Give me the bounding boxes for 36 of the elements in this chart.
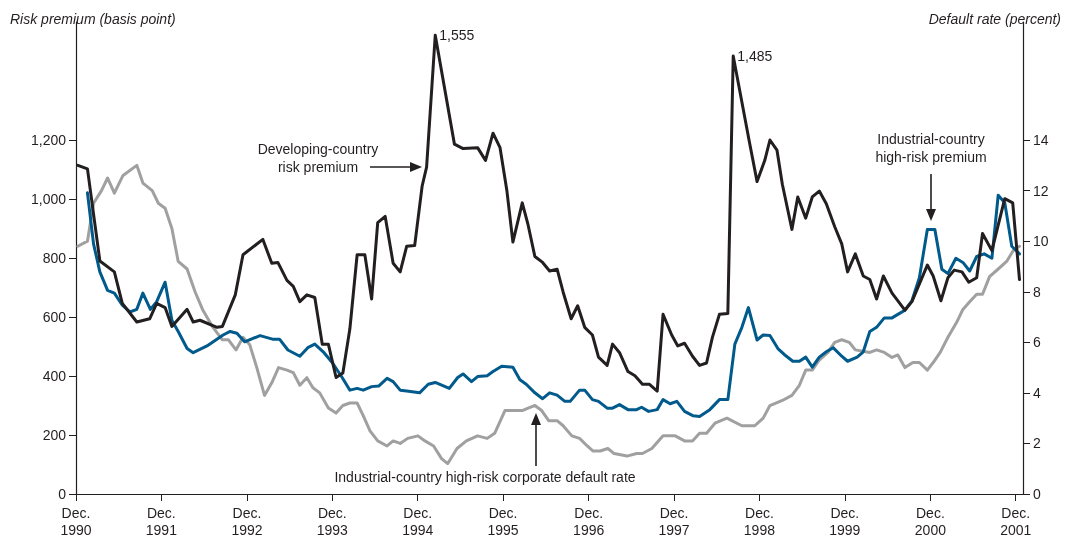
y2-tick-label: 2 (1033, 435, 1041, 452)
x-tick-label: Dec. 1999 (829, 504, 861, 538)
x-tick-label: Dec. 2000 (914, 504, 947, 538)
line-series (85, 191, 1021, 418)
y2-tick-label: 0 (1033, 486, 1041, 502)
y-tick-label: 1,200 (30, 132, 67, 148)
series-label: Industrial-country high-risk corporate default rate (334, 469, 636, 485)
y2-tick-label: 8 (1033, 283, 1041, 300)
x-tick-label: Dec. 1992 (231, 504, 263, 538)
y2-tick-label: 12 (1033, 182, 1049, 199)
annotation: 1,485 (737, 47, 773, 64)
x-tick-label: Dec. 1991 (145, 504, 178, 538)
line-series (76, 163, 1021, 466)
y-tick-label: 1,000 (30, 191, 67, 207)
x-tick-label: Dec. 1996 (573, 504, 605, 538)
y-tick-label: 400 (42, 368, 67, 384)
x-tick-label: Dec. 1997 (658, 504, 690, 538)
legend-label: Developing-country risk premium (257, 141, 379, 175)
y-axis-title: Risk premium (basis point) (10, 11, 176, 27)
x-tick-label: Dec. 1994 (402, 504, 434, 538)
y-tick-label: 800 (42, 250, 67, 266)
x-tick-label: Dec. 2001 (1000, 504, 1032, 538)
y2-axis-title: Default rate (percent) (928, 11, 1062, 27)
y-tick-label: 200 (42, 427, 67, 443)
x-tick-label: Dec. 1995 (487, 504, 519, 538)
y2-tick-label: 14 (1033, 132, 1049, 149)
x-tick-label: Dec. 1993 (316, 504, 349, 538)
x-tick-label: Dec. 1990 (60, 504, 92, 538)
y2-tick-label: 10 (1033, 233, 1049, 250)
y2-tick-label: 6 (1033, 334, 1041, 351)
x-tick-label: Dec. 1998 (743, 504, 776, 538)
y-tick-label: 600 (42, 309, 67, 325)
text: Industrial-country high-risk premium (875, 131, 987, 165)
annotation: 1,555 (439, 27, 475, 44)
y-tick-label: 0 (58, 486, 67, 502)
y2-tick-label: 4 (1033, 384, 1041, 401)
